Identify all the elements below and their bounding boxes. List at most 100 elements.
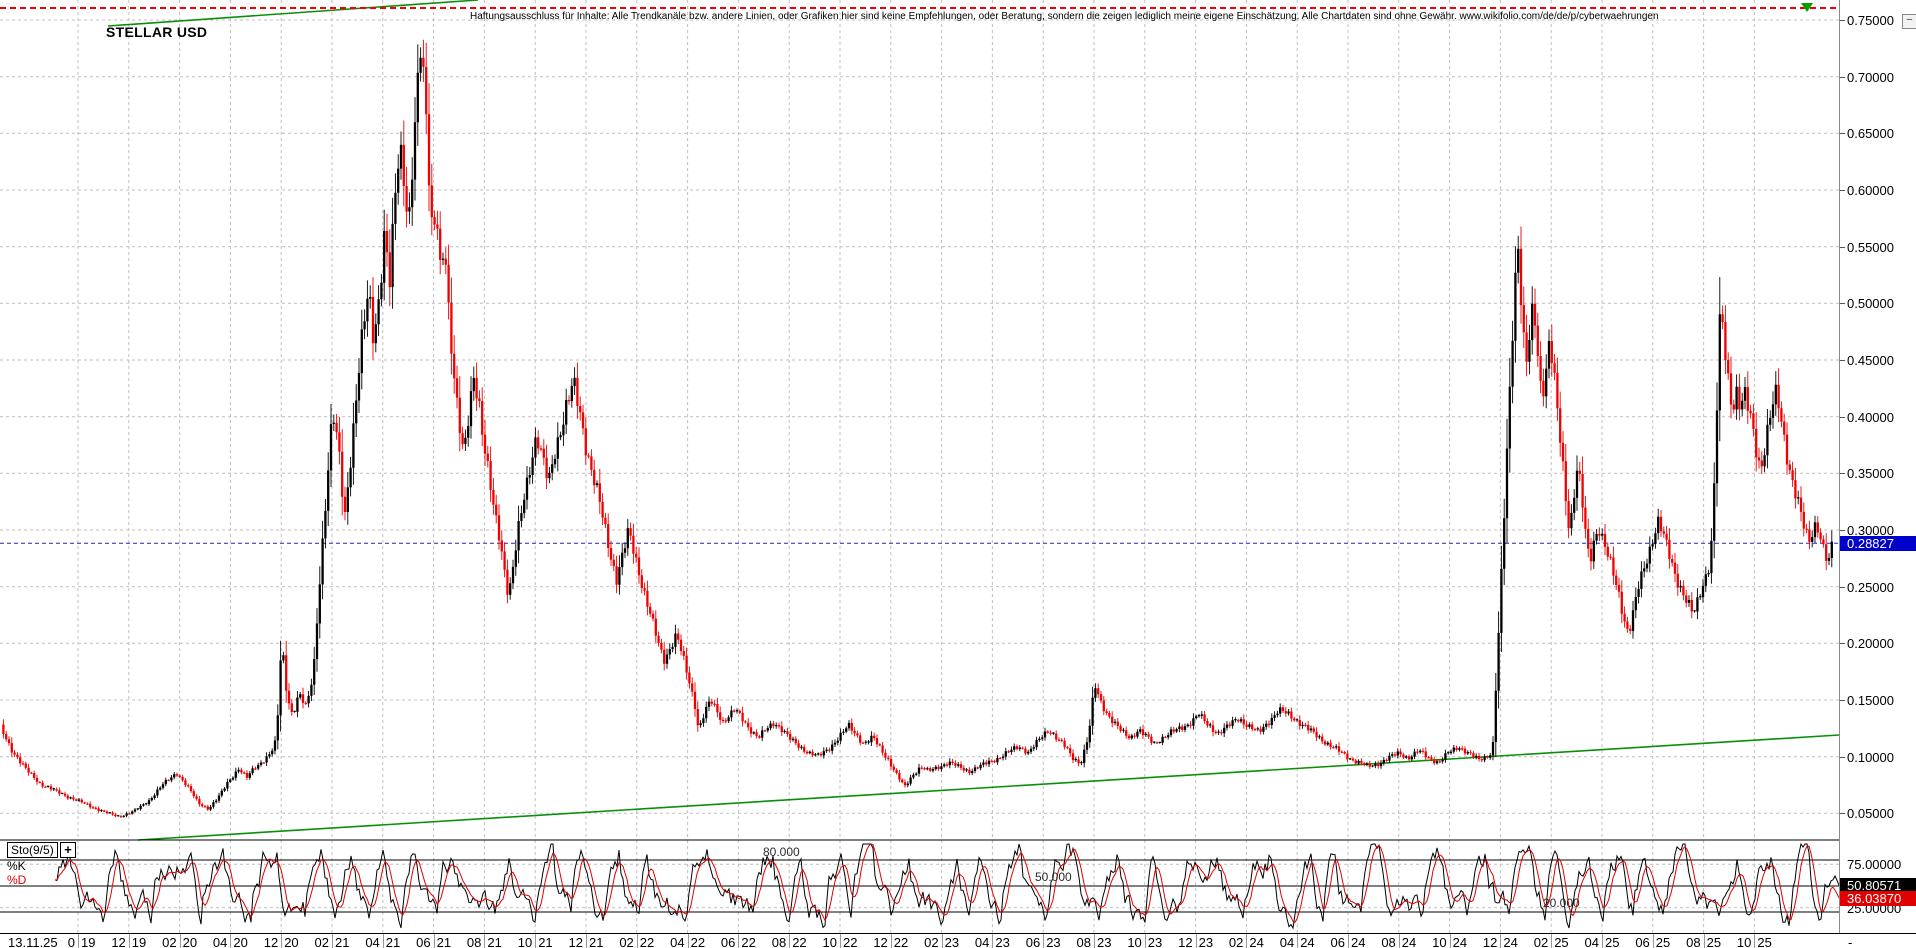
- price-axis-label: 0.05000: [1847, 806, 1894, 821]
- price-axis-label: 0.65000: [1847, 126, 1894, 141]
- price-axis-label: 0.40000: [1847, 410, 1894, 425]
- price-axis-label: 0.70000: [1847, 70, 1894, 85]
- indicator-name-box[interactable]: Sto(9/5): [7, 842, 58, 858]
- symbol-title: STELLAR USD: [106, 24, 208, 40]
- price-axis-label: 0.45000: [1847, 353, 1894, 368]
- time-axis-year-label: 21: [385, 935, 401, 948]
- time-axis-end-dash: -: [1848, 935, 1853, 948]
- time-axis-month-label: 04: [1584, 935, 1599, 948]
- time-axis-tick: [1449, 934, 1451, 948]
- time-axis-year-label: 25: [1605, 935, 1620, 948]
- time-axis-year-label: 21: [538, 935, 553, 948]
- time-axis-tick: [382, 934, 384, 948]
- collapse-icon[interactable]: −: [1902, 14, 1916, 29]
- indicator-line-label-80: 80.000: [763, 845, 800, 859]
- time-axis-month-label: 10: [517, 935, 533, 948]
- time-axis-tick: [484, 934, 486, 948]
- time-axis-year-label: 23: [1046, 935, 1061, 948]
- time-axis-year-label: 22: [741, 935, 756, 948]
- time-axis-month-label: 06: [416, 935, 431, 948]
- time-axis-tick: [433, 934, 435, 948]
- time-axis-tick: [1297, 934, 1299, 948]
- time-axis-year-label: 24: [1452, 935, 1468, 948]
- time-axis-year-label: 25: [1655, 935, 1671, 948]
- price-axis-label: 0.60000: [1847, 183, 1894, 198]
- time-axis-month-label: 10: [1432, 935, 1447, 948]
- time-axis-month-label: 08: [771, 935, 787, 948]
- time-axis-tick: [1398, 934, 1400, 948]
- time-axis-tick: [230, 934, 232, 948]
- time-axis-year-label: 21: [487, 935, 502, 948]
- time-axis-year-label: 22: [843, 935, 858, 948]
- indicator-axis-label-75: 75.00000: [1847, 857, 1902, 872]
- time-axis-tick: [128, 934, 130, 948]
- time-axis-month-label: 02: [924, 935, 939, 948]
- indicator-line-label-20: 20.000: [1543, 896, 1580, 910]
- percent-d-label: %D: [7, 873, 27, 887]
- time-axis-month-label: 12: [873, 935, 888, 948]
- price-chart-canvas[interactable]: [0, 0, 1839, 933]
- price-axis-tick: [1840, 587, 1845, 588]
- time-axis-year-label: 24: [1300, 935, 1315, 948]
- time-axis-tick: [1144, 934, 1146, 948]
- price-axis-tick: [1840, 133, 1845, 134]
- price-axis[interactable]: − 0.28827 75.00000 25.00000 50.80571 36.…: [1839, 0, 1916, 948]
- time-axis-tick: [78, 934, 79, 948]
- time-axis-tick: [636, 934, 638, 948]
- time-axis-tick: [1195, 934, 1197, 948]
- time-axis-month-label: 10: [1127, 935, 1142, 948]
- time-axis-month-label: 02: [1228, 935, 1244, 948]
- price-axis-label: 0.10000: [1847, 750, 1894, 765]
- time-axis-month-label: 04: [1279, 935, 1295, 948]
- time-axis-month-label: 06: [1635, 935, 1650, 948]
- time-axis-tick: [1602, 934, 1603, 948]
- time-axis-month-label: 12: [1482, 935, 1498, 948]
- time-axis-month-label: 04: [365, 935, 380, 948]
- time-axis-tick: [1703, 934, 1705, 948]
- price-axis-tick: [1840, 303, 1845, 304]
- time-axis-tick: [840, 934, 841, 948]
- price-axis-tick: [1840, 20, 1845, 21]
- indicator-add-icon[interactable]: +: [60, 842, 76, 858]
- time-axis-year-label: 23: [1097, 935, 1112, 948]
- time-axis-year-label: 20: [233, 935, 248, 948]
- time-axis[interactable]: 13.11.25 - 0 19 12 19 02 20 04 20 12 20 02 21 04 21 06…: [0, 933, 1916, 948]
- price-axis-label: 0.50000: [1847, 296, 1894, 311]
- percent-k-label: %K: [7, 859, 26, 873]
- price-axis-label: 0.75000: [1847, 13, 1894, 28]
- price-axis-tick: [1840, 643, 1845, 644]
- percent-d-value-badge: 36.03870: [1840, 891, 1916, 906]
- time-axis-tick: [1652, 934, 1654, 948]
- time-axis-tick: [992, 934, 994, 948]
- time-axis-year-label: 20: [284, 935, 299, 948]
- price-axis-tick: [1840, 530, 1845, 531]
- indicator-line-label-50: 50.000: [1035, 870, 1072, 884]
- time-axis-month-label: 04: [670, 935, 685, 948]
- time-axis-tick: [941, 934, 943, 948]
- time-axis-tick: [1754, 934, 1756, 948]
- price-axis-tick: [1840, 757, 1845, 758]
- time-axis-month-label: 10: [822, 935, 837, 948]
- price-axis-label: 0.25000: [1847, 580, 1894, 595]
- time-axis-year-label: 21: [589, 935, 604, 948]
- price-axis-tick: [1840, 417, 1845, 418]
- price-axis-label: 0.15000: [1847, 693, 1894, 708]
- time-axis-month-label: 06: [720, 935, 736, 948]
- time-axis-year-label: 21: [436, 935, 452, 948]
- time-axis-tick: [789, 934, 791, 948]
- time-axis-tick: [1551, 934, 1553, 948]
- price-axis-label: 0.35000: [1847, 466, 1894, 481]
- time-axis-year-label: 24: [1351, 935, 1366, 948]
- time-axis-month-label: 10: [1736, 935, 1752, 948]
- time-axis-year-label: 21: [335, 935, 350, 948]
- time-axis-year-label: 23: [995, 935, 1010, 948]
- price-axis-tick: [1840, 700, 1845, 701]
- price-axis-label: 0.30000: [1847, 523, 1894, 538]
- time-axis-tick: [179, 934, 181, 948]
- time-axis-month-label: 08: [1076, 935, 1091, 948]
- time-axis-tick: [687, 934, 689, 948]
- time-axis-month-label: 08: [1686, 935, 1701, 948]
- time-axis-month-label: 06: [1330, 935, 1345, 948]
- time-axis-month-label: 12: [263, 935, 279, 948]
